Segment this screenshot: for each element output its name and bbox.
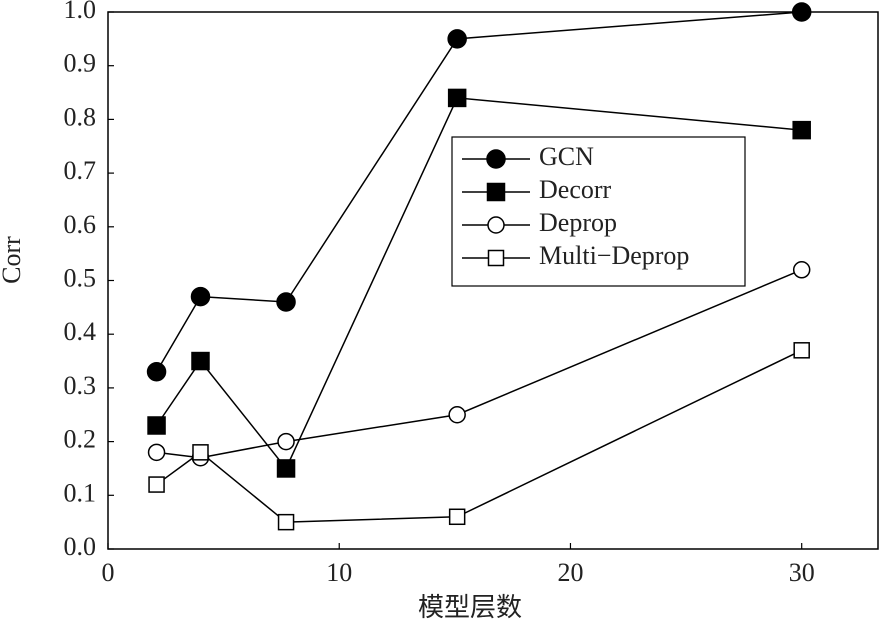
legend-label: Decorr [539, 175, 612, 204]
legend-label: Deprop [539, 208, 617, 237]
data-point [148, 476, 165, 493]
data-point [147, 443, 166, 462]
data-point [276, 292, 296, 312]
x-tick-label: 10 [326, 558, 352, 587]
data-point [147, 416, 166, 435]
data-point [448, 508, 466, 526]
y-tick-label: 0.5 [64, 263, 97, 292]
data-point [276, 459, 296, 478]
legend-marker [486, 182, 506, 202]
x-tick-label: 30 [789, 558, 815, 587]
data-point [447, 29, 467, 49]
data-point [792, 120, 811, 140]
y-tick-label: 0.0 [64, 532, 97, 561]
data-point [146, 362, 167, 382]
legend-label: Multi−Deprop [539, 241, 689, 270]
x-tick-label: 20 [557, 558, 583, 587]
data-point [791, 2, 812, 22]
data-point [191, 351, 210, 371]
data-point [447, 88, 467, 108]
data-point [190, 286, 211, 307]
y-tick-label: 0.6 [64, 210, 97, 239]
y-tick-label: 0.7 [64, 156, 97, 185]
legend-marker [487, 249, 505, 267]
y-tick-label: 0.9 [64, 49, 97, 78]
data-point [448, 406, 466, 424]
data-point [192, 444, 209, 461]
y-tick-label: 0.3 [64, 371, 97, 400]
legend-marker [486, 149, 506, 169]
y-tick-label: 0.8 [64, 102, 97, 131]
y-tick-label: 0.1 [64, 478, 97, 507]
x-tick-label: 0 [102, 558, 115, 587]
y-tick-label: 0.4 [64, 317, 97, 346]
data-point [793, 342, 810, 359]
data-point [792, 261, 811, 279]
series-line [156, 349, 803, 523]
data-point [277, 432, 295, 451]
y-tick-label: 1.0 [64, 0, 97, 24]
x-axis-label: 模型层数 [418, 593, 522, 622]
legend-marker [487, 216, 505, 234]
data-point [277, 513, 295, 531]
legend-label: GCN [539, 142, 594, 171]
series-line [156, 269, 802, 459]
y-tick-label: 0.2 [64, 425, 97, 454]
y-axis-label: Corr [0, 236, 26, 284]
